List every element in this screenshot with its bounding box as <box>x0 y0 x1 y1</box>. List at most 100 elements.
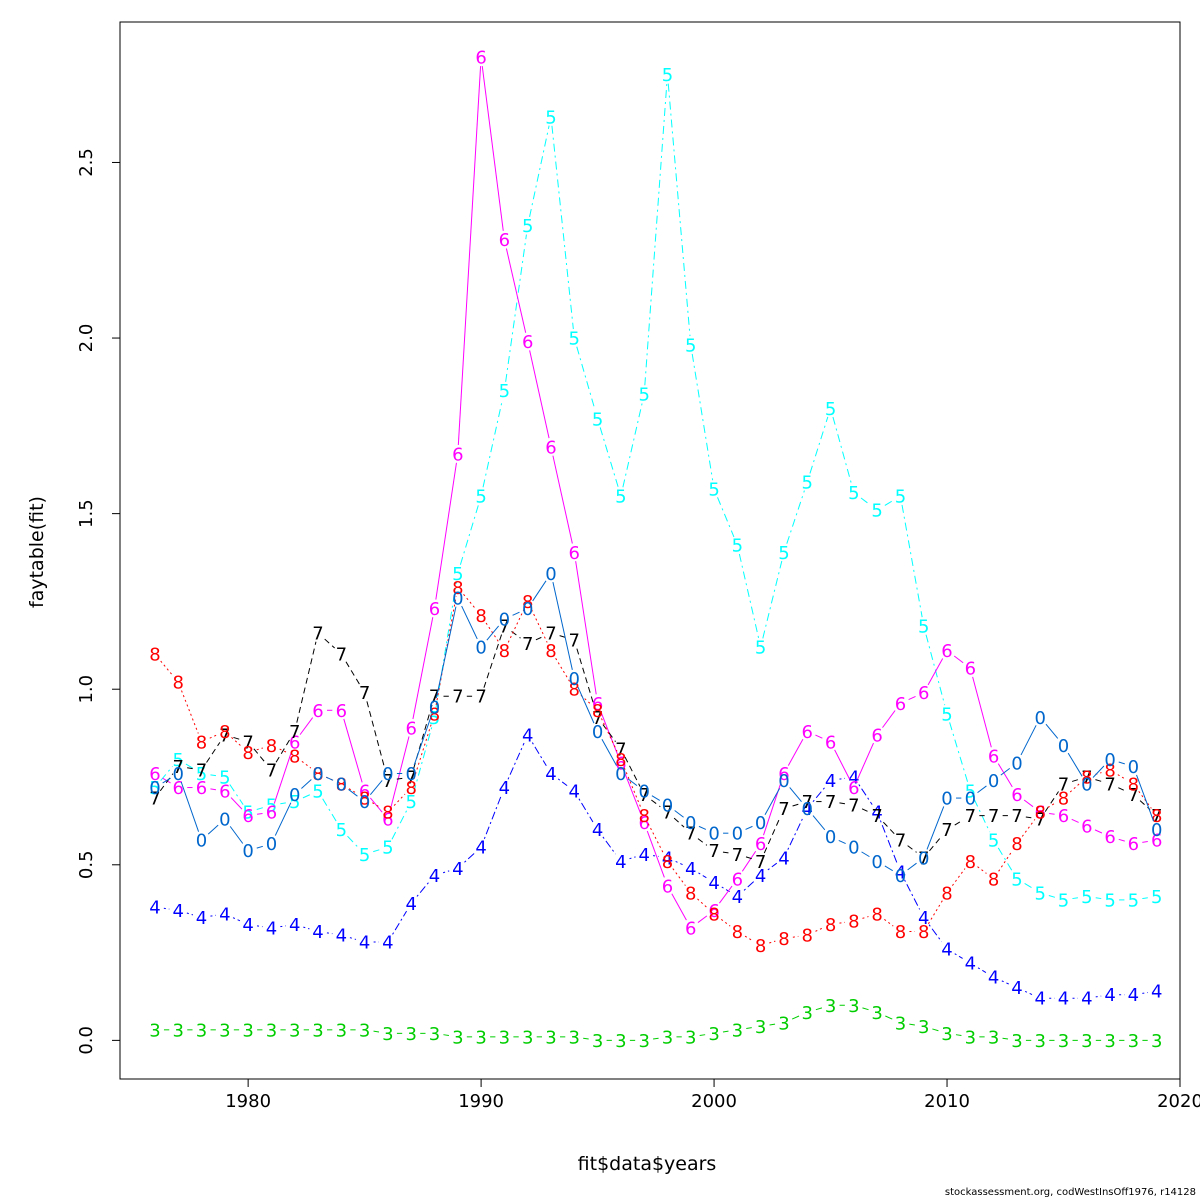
series-4-segment <box>812 787 826 802</box>
series-7-segment <box>233 736 240 740</box>
series-4-point: 4 <box>452 859 463 880</box>
series-0-segment <box>369 780 383 795</box>
series-3-point: 3 <box>196 1020 207 1041</box>
series-6-segment <box>1094 829 1103 834</box>
series-8-segment <box>720 918 731 927</box>
series-8-segment <box>1021 819 1036 837</box>
series-7-point: 7 <box>289 722 300 743</box>
series-8-point: 8 <box>569 680 580 701</box>
series-3-point: 3 <box>895 1013 906 1034</box>
series-5-segment <box>459 504 479 565</box>
series-7-segment <box>861 808 870 813</box>
series-8-segment <box>839 921 846 924</box>
series-3-point: 3 <box>732 1020 743 1041</box>
series-4-point: 4 <box>778 848 789 869</box>
series-6-point: 6 <box>825 732 836 753</box>
series-5-point: 5 <box>918 617 929 638</box>
series-0-segment <box>838 839 846 844</box>
series-8-point: 8 <box>452 578 463 599</box>
series-6-segment <box>815 734 823 739</box>
series-8-point: 8 <box>1034 803 1045 824</box>
series-4-point: 4 <box>173 901 184 922</box>
series-8-point: 8 <box>965 852 976 873</box>
series-0-point: 0 <box>569 669 580 690</box>
series-4-point: 4 <box>266 919 277 940</box>
series-0-point: 0 <box>638 782 649 803</box>
series-4-segment <box>210 914 217 917</box>
series-5-point: 5 <box>802 473 813 494</box>
series-8-point: 8 <box>685 883 696 904</box>
series-6-point: 6 <box>1128 834 1139 855</box>
series-4-segment <box>1142 992 1148 994</box>
series-8-point: 8 <box>475 606 486 627</box>
series-4-segment <box>904 879 921 910</box>
series-8-segment <box>181 690 199 734</box>
series-4-segment <box>163 907 170 910</box>
series-0-point: 0 <box>312 764 323 785</box>
series-3-point: 3 <box>708 1024 719 1045</box>
series-8-segment <box>998 850 1013 872</box>
series-0-point: 0 <box>615 764 626 785</box>
series-4-segment <box>928 924 943 943</box>
series-6-segment <box>343 718 363 783</box>
series-4-point: 4 <box>895 862 906 883</box>
series-5-point: 5 <box>1058 890 1069 911</box>
series-3-point: 3 <box>825 996 836 1017</box>
series-6-point: 6 <box>592 694 603 715</box>
series-8-segment <box>160 660 173 676</box>
series-8-segment <box>815 927 823 932</box>
series-5-point: 5 <box>638 385 649 406</box>
series-5-segment <box>949 722 969 783</box>
series-5-point: 5 <box>359 845 370 866</box>
series-0-point: 0 <box>173 764 184 785</box>
series-0-segment <box>1118 761 1125 765</box>
series-8-segment <box>623 767 642 808</box>
series-8-point: 8 <box>988 869 999 890</box>
series-6-point: 6 <box>1034 803 1045 824</box>
series-0-segment <box>512 611 520 616</box>
series-4-point: 4 <box>242 915 253 936</box>
series-3-point: 3 <box>848 996 859 1017</box>
series-6-point: 6 <box>685 919 696 940</box>
series-0-segment <box>326 776 334 781</box>
series-7-point: 7 <box>755 852 766 873</box>
series-0-point: 0 <box>475 638 486 659</box>
series-5-segment <box>599 427 619 488</box>
series-5-segment <box>413 725 433 794</box>
source-footer: stockassessment.org, codWestInsOff1976, … <box>944 1187 1196 1198</box>
series-5-segment <box>256 807 263 810</box>
series-4-segment <box>392 910 407 935</box>
series-4-point: 4 <box>1128 985 1139 1006</box>
series-5-point: 5 <box>382 838 393 859</box>
series-7-point: 7 <box>1128 785 1139 806</box>
series-7-point: 7 <box>359 683 370 704</box>
series-8-segment <box>580 694 592 705</box>
series-8-point: 8 <box>732 922 743 943</box>
series-4-point: 4 <box>988 968 999 989</box>
series-7-point: 7 <box>895 831 906 852</box>
series-6-point: 6 <box>499 230 510 251</box>
series-7-point: 7 <box>266 760 277 781</box>
series-4-segment <box>416 881 430 897</box>
series-3-point: 3 <box>802 1003 813 1024</box>
series-8-point: 8 <box>848 911 859 932</box>
series-4-segment <box>464 852 475 863</box>
series-5-point: 5 <box>149 778 160 799</box>
series-5-point: 5 <box>405 792 416 813</box>
series-6-point: 6 <box>988 746 999 767</box>
series-4-segment <box>578 798 594 823</box>
series-5-segment <box>322 798 338 823</box>
series-6-segment <box>646 830 665 878</box>
series-0-point: 0 <box>825 827 836 848</box>
series-6-point: 6 <box>965 659 976 680</box>
series-7-point: 7 <box>685 824 696 845</box>
series-0-point: 0 <box>1081 775 1092 796</box>
series-3-point: 3 <box>219 1020 230 1041</box>
series-4-point: 4 <box>918 908 929 929</box>
series-8-segment <box>1047 802 1057 808</box>
series-7-point: 7 <box>988 806 999 827</box>
series-8-point: 8 <box>592 701 603 722</box>
